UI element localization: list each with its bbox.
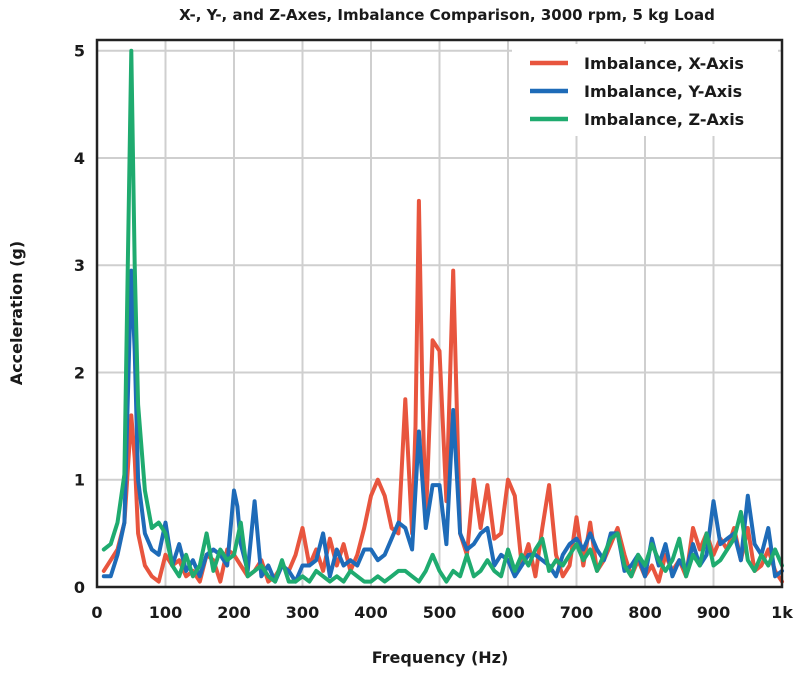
- x-tick-label: 100: [149, 603, 182, 622]
- legend-label: Imbalance, X-Axis: [584, 54, 744, 73]
- x-tick-label: 500: [423, 603, 456, 622]
- x-tick-label: 1k: [771, 603, 793, 622]
- legend-label: Imbalance, Z-Axis: [584, 110, 744, 129]
- series-layer: [101, 48, 784, 584]
- x-tick-labels: 0 100 200 300 400 500 600 700 800 900 1k: [91, 603, 793, 622]
- legend-label: Imbalance, Y-Axis: [584, 82, 742, 101]
- x-tick-label: 600: [491, 603, 524, 622]
- y-axis-label: Acceleration (g): [7, 241, 26, 385]
- x-tick-label: 700: [560, 603, 593, 622]
- x-tick-label: 200: [217, 603, 250, 622]
- series-line-3: [101, 48, 784, 584]
- y-tick-label: 3: [74, 256, 85, 275]
- y-tick-label: 0: [74, 578, 85, 597]
- series-line-2: [101, 268, 784, 584]
- x-tick-label: 900: [697, 603, 730, 622]
- x-tick-label: 800: [628, 603, 661, 622]
- plot-frame: [95, 38, 784, 589]
- legend: Imbalance, X-Axis Imbalance, Y-Axis Imbala…: [512, 44, 778, 136]
- y-tick-label: 5: [74, 42, 85, 61]
- y-tick-label: 2: [74, 363, 85, 382]
- chart-title: X-, Y-, and Z-Axes, Imbalance Comparison…: [179, 6, 715, 24]
- y-tick-label: 1: [74, 471, 85, 490]
- y-tick-labels: 0 1 2 3 4 5: [74, 42, 85, 597]
- x-axis-label: Frequency (Hz): [372, 648, 509, 667]
- x-tick-label: 300: [286, 603, 319, 622]
- x-tick-label: 400: [354, 603, 387, 622]
- x-tick-label: 0: [91, 603, 102, 622]
- y-tick-label: 4: [74, 149, 85, 168]
